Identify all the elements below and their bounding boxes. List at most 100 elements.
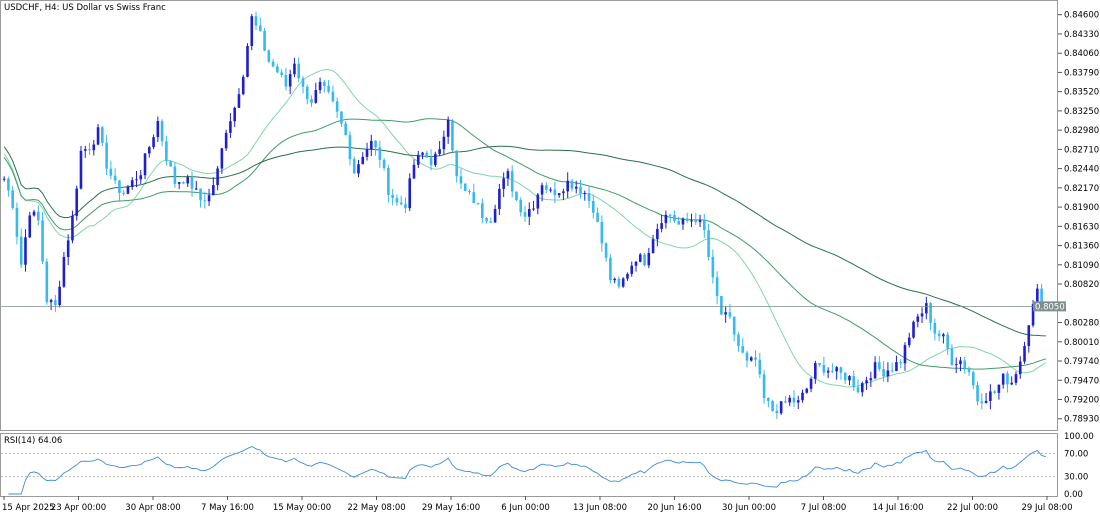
- candle-body: [109, 168, 113, 176]
- candle-body: [664, 214, 668, 224]
- candle-body: [177, 182, 181, 184]
- candle-body: [135, 179, 138, 181]
- price-axis: 0.84600 0.84330 0.84060 0.83790 0.83520 0.832…: [1058, 11, 1099, 425]
- candle-body: [711, 256, 715, 278]
- candle-body: [199, 188, 202, 201]
- candle-body: [463, 183, 467, 192]
- price-tick-label: 0.82710: [1064, 145, 1099, 155]
- candle-body: [15, 207, 19, 237]
- candle-body: [314, 90, 318, 103]
- candle-body: [416, 154, 420, 165]
- candle-body: [1040, 288, 1043, 306]
- candle-body: [387, 168, 390, 195]
- time-tick-label: 22 May 08:00: [347, 503, 405, 513]
- candle-body: [954, 364, 958, 366]
- candle-body: [796, 400, 800, 403]
- candle-body: [545, 185, 548, 190]
- candle-body: [886, 370, 890, 377]
- candle-body: [685, 218, 689, 222]
- candle-body: [779, 401, 783, 414]
- candle-body: [79, 150, 83, 189]
- time-tick-label: 22 Jul 00:00: [947, 503, 998, 513]
- candle-body: [1036, 288, 1039, 305]
- candle-body: [276, 66, 279, 73]
- candle-body: [865, 380, 868, 384]
- rsi-series-line: [8, 446, 1047, 495]
- candle-body: [212, 185, 215, 196]
- candle-body: [762, 374, 766, 398]
- candle-body: [715, 277, 719, 296]
- candle-body: [71, 215, 74, 241]
- candle-body: [1001, 373, 1005, 385]
- candle-body: [754, 357, 757, 360]
- candle-body: [271, 61, 275, 67]
- candle-body: [937, 333, 941, 337]
- candle-body: [967, 368, 971, 373]
- candle-body: [1031, 304, 1035, 326]
- rsi-line: [8, 446, 1047, 495]
- candle-body: [882, 369, 885, 377]
- moving-average-mid: [3, 118, 1047, 370]
- candle-body: [220, 148, 224, 169]
- candle-body: [113, 175, 117, 181]
- candle-body: [216, 168, 219, 186]
- candle-body: [592, 200, 595, 213]
- candle-body: [399, 202, 403, 205]
- candle-body: [805, 388, 809, 393]
- candle-body: [429, 157, 433, 166]
- candle-body: [1027, 325, 1031, 347]
- candle-body: [737, 334, 740, 347]
- candle-body: [7, 178, 10, 191]
- price-tick-label: 0.84330: [1064, 30, 1099, 40]
- candle-body: [801, 392, 804, 401]
- candle-body: [562, 191, 565, 194]
- candle-body: [92, 144, 96, 151]
- candle-body: [365, 149, 369, 157]
- candle-body: [724, 312, 727, 315]
- candle-body: [101, 127, 104, 143]
- candle-body: [630, 265, 634, 274]
- candle-body: [643, 254, 646, 266]
- price-tick-label: 0.82980: [1064, 126, 1099, 136]
- candle-body: [293, 63, 296, 75]
- candle-body: [194, 188, 198, 190]
- candle-body: [36, 211, 40, 221]
- candle-body: [583, 193, 587, 195]
- candle-body: [237, 94, 241, 108]
- candle-body: [745, 352, 749, 361]
- candle-body: [297, 63, 301, 79]
- candle-body: [404, 204, 407, 209]
- candle-body: [647, 252, 651, 266]
- candle-body: [920, 313, 924, 317]
- time-tick-label: 13 Jun 08:00: [573, 503, 627, 513]
- candle-body: [890, 370, 894, 372]
- price-tick-label: 0.80280: [1064, 319, 1099, 329]
- candle-body: [24, 237, 27, 265]
- moving-averages: [3, 69, 1047, 388]
- rsi-tick-label: 70.00: [1064, 449, 1088, 459]
- candle-body: [143, 153, 147, 176]
- candle-body: [792, 397, 796, 403]
- candle-body: [741, 346, 745, 353]
- price-tick-label: 0.84060: [1064, 49, 1099, 59]
- candle-body: [481, 203, 484, 218]
- candle-body: [963, 360, 967, 369]
- candle-body: [250, 16, 254, 46]
- candle-body: [848, 376, 851, 381]
- candle-body: [626, 273, 629, 279]
- candle-body: [912, 321, 915, 338]
- candle-body: [604, 243, 608, 258]
- candle-body: [391, 194, 394, 199]
- candle-body: [852, 376, 856, 388]
- candle-body: [246, 45, 249, 77]
- rsi-tick-label: 0.00: [1064, 490, 1083, 500]
- candle-body: [950, 348, 954, 366]
- candle-body: [899, 362, 903, 364]
- time-tick-label: 7 Jul 08:00: [801, 503, 847, 513]
- candle-body: [826, 370, 830, 373]
- time-tick-label: 7 May 16:00: [201, 503, 254, 513]
- candle-body: [869, 378, 873, 381]
- candle-body: [818, 363, 821, 365]
- candle-body: [335, 101, 339, 112]
- candle-body: [1014, 374, 1018, 383]
